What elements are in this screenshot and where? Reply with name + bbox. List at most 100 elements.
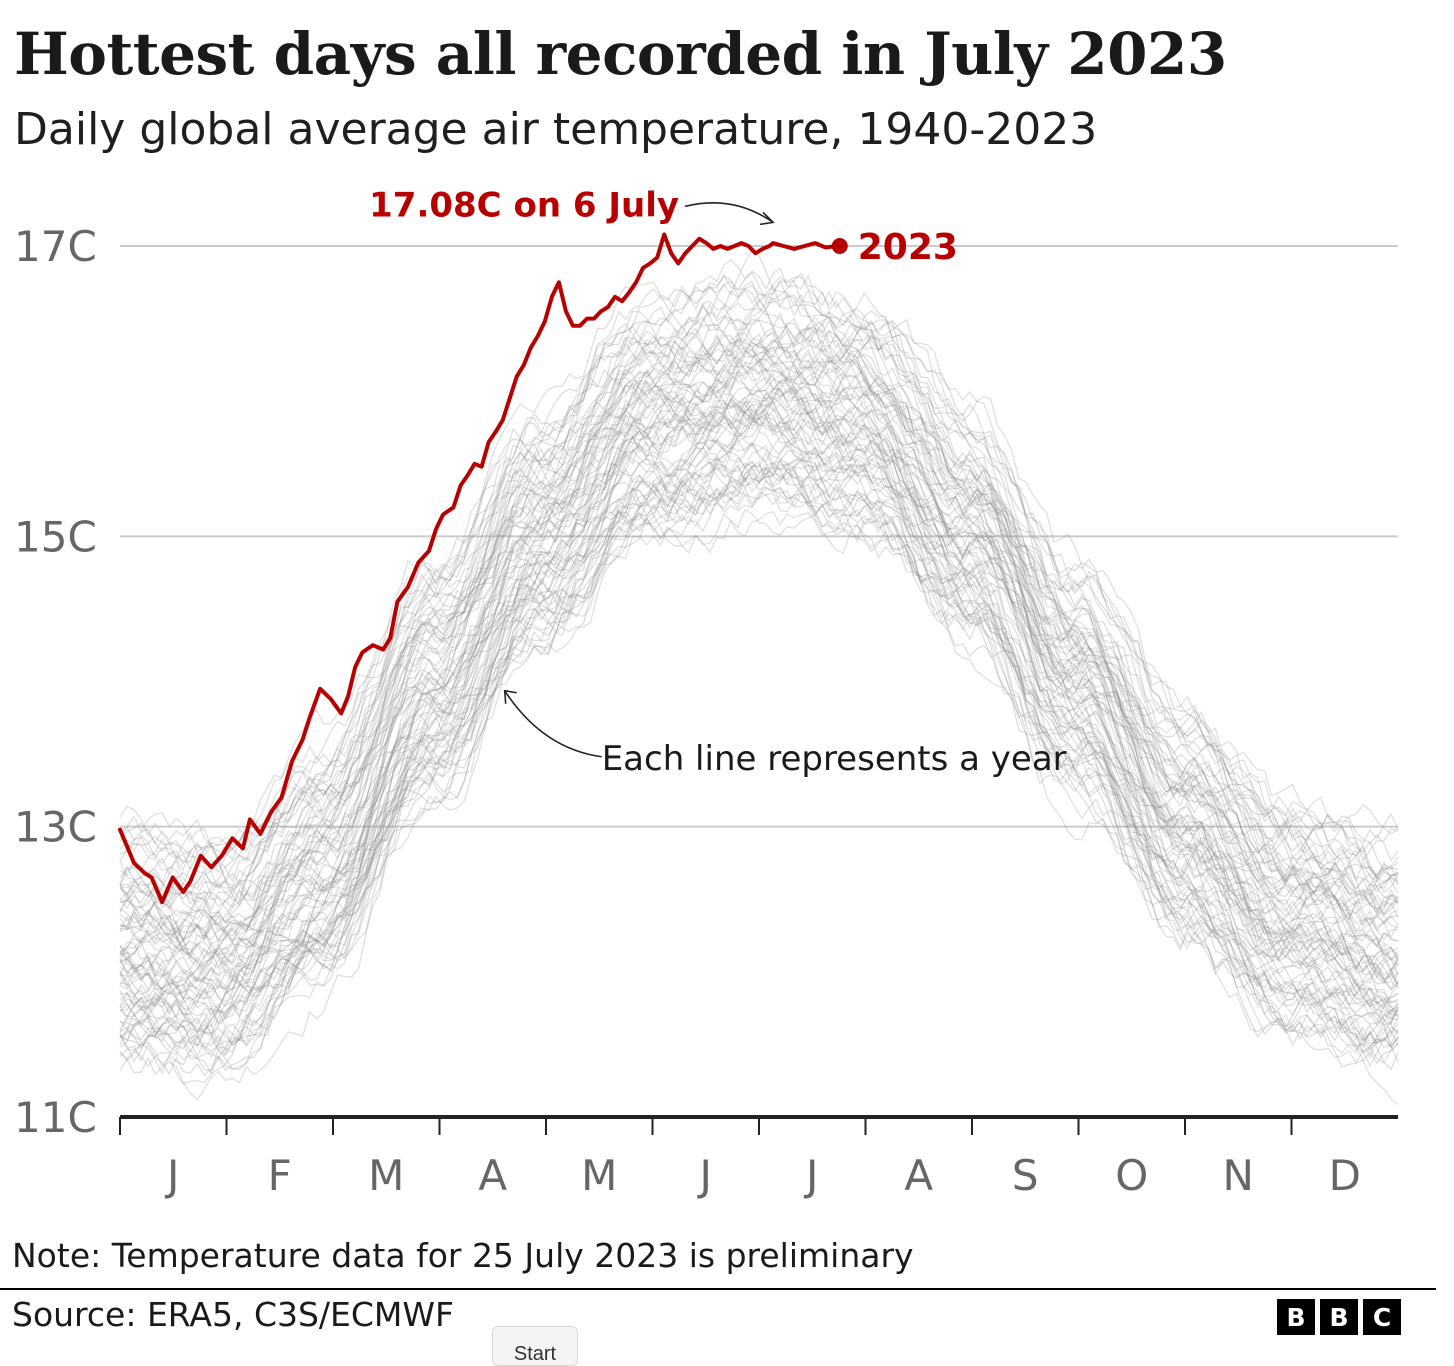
year-line <box>119 275 1399 884</box>
year-line <box>119 316 1399 948</box>
x-tick-label: M <box>581 1151 617 1200</box>
annotations: 17.08C on 6 July 2023 Each line represents… <box>369 185 1067 778</box>
year-line <box>119 421 1399 1040</box>
year-line <box>119 460 1399 1075</box>
year-line <box>119 450 1399 1051</box>
year-line <box>119 365 1399 1011</box>
year-line <box>119 409 1399 990</box>
year-line <box>119 258 1399 874</box>
y-tick-label: 13C <box>14 803 97 852</box>
year-line <box>119 415 1399 1013</box>
x-tick-label: J <box>697 1151 712 1200</box>
year-line <box>119 374 1399 989</box>
year-line <box>119 294 1399 901</box>
year-line <box>119 444 1399 1072</box>
year-line <box>119 323 1399 912</box>
year-line <box>119 445 1399 1046</box>
year-line <box>119 310 1399 903</box>
x-tick-label: F <box>268 1151 292 1200</box>
year-line <box>119 476 1399 1077</box>
start-button[interactable]: Start <box>492 1326 578 1366</box>
y-gridlines <box>120 245 1398 828</box>
year-line <box>119 291 1399 863</box>
historical-year-lines <box>119 248 1399 1105</box>
y-tick-label: 15C <box>14 512 97 561</box>
line-legend-annotation: Each line represents a year <box>602 739 1067 779</box>
year-line <box>119 380 1399 968</box>
peak-annotation-arrowhead <box>759 211 775 226</box>
year-line <box>119 248 1399 877</box>
year-line <box>119 501 1399 1105</box>
temperature-chart: 11C 13C 15C 17C J F M A M J J A S O N D 17.08C on 6 Ju… <box>14 185 1399 1200</box>
x-tick-label: O <box>1115 1151 1148 1200</box>
year-line <box>119 460 1399 1063</box>
year-line <box>119 501 1399 1101</box>
chart-subtitle: Daily global average air temperature, 19… <box>14 104 1098 155</box>
year-line <box>119 412 1399 1030</box>
footer-divider <box>0 1288 1436 1290</box>
bbc-logo-block: B <box>1277 1299 1315 1335</box>
year-line <box>119 441 1399 1036</box>
year-line <box>119 443 1399 1028</box>
year-line <box>119 271 1399 863</box>
year-line <box>119 486 1399 1071</box>
peak-annotation-label: 17.08C on 6 July <box>369 185 679 225</box>
year-line <box>119 370 1399 957</box>
series-2023-line <box>118 232 842 905</box>
year-line <box>119 392 1399 1000</box>
year-line <box>119 350 1399 937</box>
year-line <box>119 377 1399 990</box>
x-tick-label: D <box>1329 1151 1361 1200</box>
year-line <box>119 329 1399 928</box>
year-line <box>119 293 1399 916</box>
year-line <box>119 317 1399 931</box>
series-2023 <box>118 232 848 905</box>
year-line <box>119 279 1399 862</box>
year-line <box>119 452 1399 1057</box>
x-tick-label: J <box>803 1151 818 1200</box>
year-line <box>119 383 1399 984</box>
year-line <box>119 326 1399 906</box>
source-credit: Source: ERA5, C3S/ECMWF <box>12 1295 455 1334</box>
year-line <box>119 276 1399 880</box>
bbc-logo-block: C <box>1363 1299 1401 1335</box>
year-line <box>119 355 1399 953</box>
year-line <box>119 297 1399 921</box>
x-tick-label: A <box>904 1151 933 1200</box>
year-line <box>119 391 1399 975</box>
y-tick-labels: 11C 13C 15C 17C <box>14 222 97 1142</box>
year-line <box>119 394 1399 985</box>
year-line <box>119 287 1399 885</box>
x-tick-label: S <box>1012 1151 1039 1200</box>
year-line <box>119 396 1399 992</box>
year-line <box>119 365 1399 956</box>
year-line <box>119 339 1399 944</box>
year-line <box>119 423 1399 1037</box>
bbc-logo: B B C <box>1277 1299 1401 1335</box>
year-line <box>119 346 1399 932</box>
year-line <box>119 326 1399 918</box>
year-line <box>119 284 1399 893</box>
year-line <box>119 387 1399 981</box>
year-line <box>119 372 1399 1002</box>
data-note: Note: Temperature data for 25 July 2023 … <box>12 1236 914 1275</box>
year-line <box>119 418 1399 1026</box>
year-line <box>119 461 1399 1056</box>
series-2023-endpoint <box>831 238 848 254</box>
year-line <box>119 360 1399 983</box>
year-line <box>120 485 1399 1059</box>
series-2023-label: 2023 <box>858 227 958 268</box>
year-line <box>119 392 1399 991</box>
year-line <box>119 303 1399 911</box>
peak-annotation-arrow <box>684 201 774 224</box>
year-line <box>119 388 1399 1020</box>
year-line <box>119 455 1399 1057</box>
year-line <box>119 347 1399 942</box>
year-line <box>119 346 1399 968</box>
year-line <box>119 349 1399 942</box>
line-legend-arrowhead <box>503 689 517 704</box>
year-line <box>119 333 1399 908</box>
year-line <box>119 329 1399 933</box>
x-tick-label: A <box>478 1151 507 1200</box>
